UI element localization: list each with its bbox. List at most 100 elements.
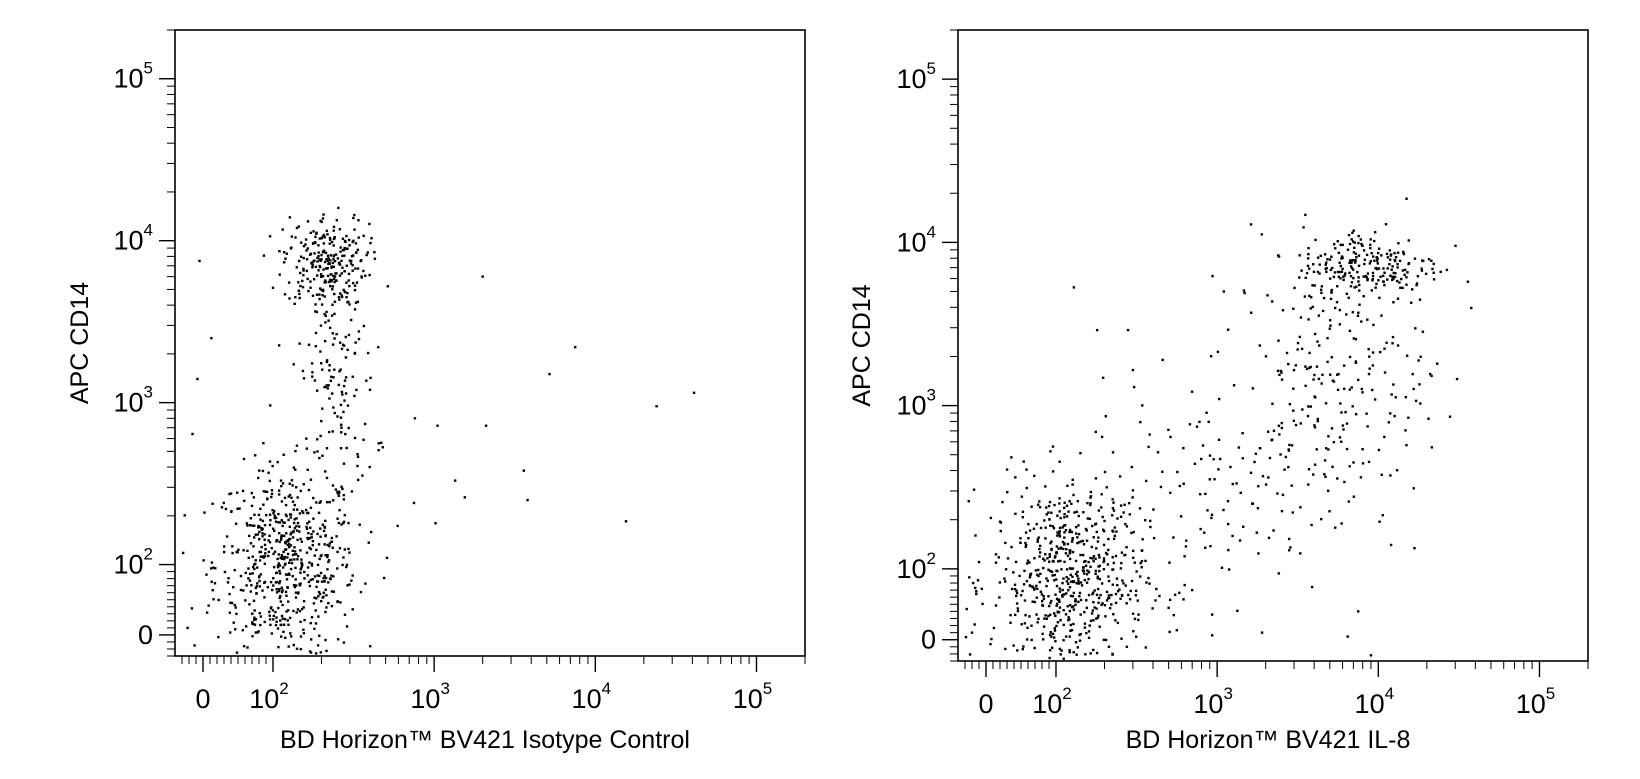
data-point — [1075, 582, 1078, 585]
data-point — [275, 616, 278, 619]
data-point — [1346, 635, 1349, 638]
data-point — [254, 631, 258, 634]
data-point — [1350, 261, 1353, 264]
data-point — [339, 250, 342, 253]
data-point — [1043, 519, 1046, 522]
data-point — [324, 534, 327, 537]
data-point — [210, 567, 213, 570]
data-point — [1414, 327, 1417, 330]
data-point — [412, 501, 416, 505]
data-point — [330, 536, 334, 540]
data-point — [306, 536, 309, 540]
data-point — [205, 611, 209, 614]
data-point — [1085, 599, 1088, 602]
data-point — [1091, 591, 1095, 594]
data-point — [1330, 356, 1333, 359]
data-point — [1015, 594, 1018, 598]
data-point — [1300, 269, 1303, 272]
data-point — [1074, 641, 1078, 644]
data-point — [1068, 650, 1071, 654]
data-point — [1343, 480, 1346, 484]
data-point — [1038, 500, 1041, 503]
data-point — [318, 258, 321, 261]
data-point — [259, 573, 262, 576]
data-point — [1372, 323, 1375, 327]
data-point — [1341, 243, 1344, 247]
data-point — [336, 490, 339, 494]
data-point — [299, 489, 302, 493]
data-point — [350, 254, 354, 258]
data-point — [1339, 402, 1342, 405]
data-point — [313, 241, 317, 244]
data-point — [313, 575, 317, 578]
data-point — [1283, 468, 1286, 471]
data-point — [302, 256, 305, 260]
data-point — [1062, 623, 1065, 627]
data-point — [1038, 547, 1041, 551]
data-point — [1226, 328, 1230, 331]
data-point — [277, 531, 281, 535]
data-point — [255, 592, 258, 595]
data-point — [278, 569, 281, 573]
data-point — [277, 645, 280, 649]
data-point — [319, 554, 323, 558]
data-point — [292, 643, 295, 647]
data-point — [1176, 470, 1179, 474]
data-point — [1371, 277, 1375, 281]
data-point — [1340, 257, 1343, 260]
data-point — [285, 594, 288, 597]
data-point — [1373, 239, 1376, 243]
data-point — [1023, 622, 1027, 625]
data-point — [1169, 435, 1172, 439]
data-point — [273, 529, 276, 533]
data-point — [967, 500, 970, 503]
data-point — [1250, 311, 1253, 314]
data-point — [1059, 619, 1062, 622]
data-point — [228, 611, 232, 614]
data-point — [1342, 387, 1346, 390]
data-point — [1036, 540, 1039, 543]
data-point — [291, 536, 295, 539]
data-point — [1173, 593, 1177, 597]
data-point — [1310, 585, 1314, 589]
data-point — [1095, 547, 1098, 550]
data-point — [994, 553, 998, 556]
data-point — [1367, 347, 1370, 351]
data-point — [351, 608, 354, 611]
data-point — [284, 548, 287, 551]
data-point — [323, 260, 327, 264]
data-point — [1006, 557, 1010, 560]
data-point — [975, 590, 978, 593]
data-point — [1068, 557, 1072, 561]
data-point — [1015, 591, 1019, 595]
data-point — [250, 504, 254, 508]
data-point — [257, 575, 261, 578]
data-point — [1222, 290, 1226, 293]
data-point — [298, 292, 301, 296]
data-point — [321, 368, 324, 371]
y-tick-label: 102 — [113, 545, 153, 580]
data-point — [1061, 581, 1064, 585]
data-point — [1071, 536, 1074, 540]
data-point — [356, 478, 360, 482]
data-point — [1375, 256, 1379, 259]
data-point — [359, 590, 363, 594]
data-point — [1400, 277, 1403, 281]
data-point — [317, 595, 320, 598]
data-point — [283, 563, 287, 567]
data-point — [269, 404, 272, 407]
data-point — [295, 611, 298, 614]
data-point — [1210, 513, 1214, 516]
data-point — [278, 582, 281, 585]
data-point — [1065, 592, 1068, 595]
data-point — [1104, 638, 1108, 642]
data-point — [1013, 613, 1017, 617]
data-point — [1092, 555, 1096, 558]
data-point — [313, 451, 316, 454]
data-point — [1116, 589, 1120, 593]
data-point — [344, 356, 348, 359]
data-point — [348, 259, 352, 262]
data-point — [319, 527, 322, 530]
data-point — [1454, 244, 1457, 248]
data-point — [322, 595, 325, 598]
